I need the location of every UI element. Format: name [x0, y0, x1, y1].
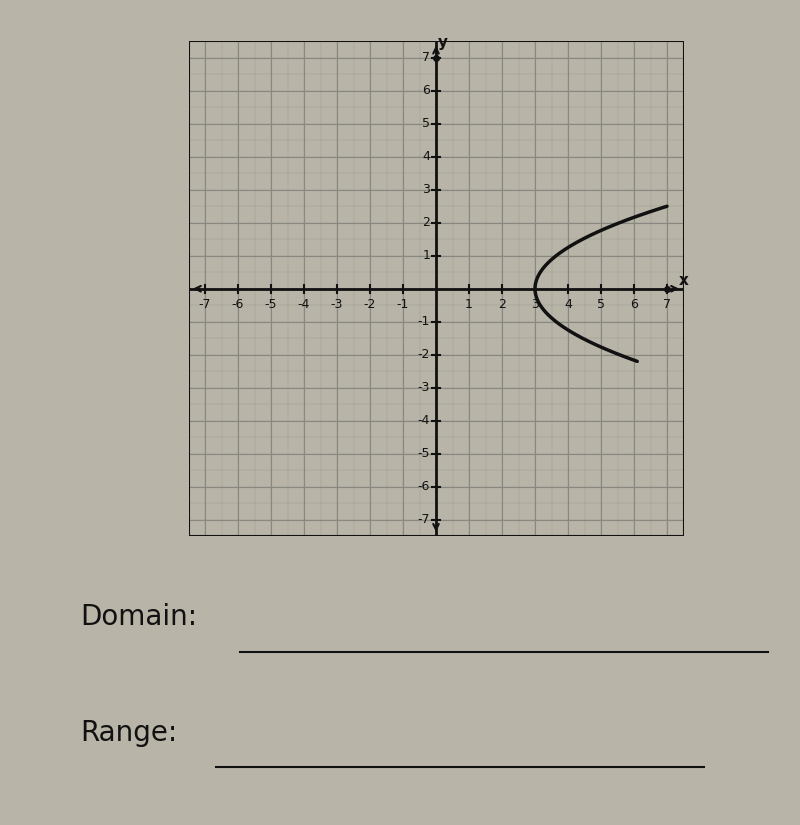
Text: Range:: Range: [80, 719, 178, 747]
Text: -1: -1 [418, 315, 430, 328]
Text: -7: -7 [418, 513, 430, 526]
Text: y: y [438, 35, 448, 50]
Text: 2: 2 [422, 216, 430, 229]
Text: -4: -4 [418, 414, 430, 427]
Text: -6: -6 [418, 480, 430, 493]
Text: 1: 1 [465, 298, 473, 311]
Text: 4: 4 [422, 150, 430, 163]
Text: -1: -1 [397, 298, 409, 311]
Text: 2: 2 [498, 298, 506, 311]
Text: Domain:: Domain: [80, 603, 197, 631]
Text: -3: -3 [331, 298, 343, 311]
Text: 7: 7 [422, 51, 430, 64]
Text: 4: 4 [564, 298, 572, 311]
Text: 5: 5 [422, 117, 430, 130]
Text: 1: 1 [422, 249, 430, 262]
Text: -6: -6 [232, 298, 244, 311]
Text: 6: 6 [422, 84, 430, 97]
Text: -2: -2 [418, 348, 430, 361]
Text: 3: 3 [531, 298, 539, 311]
Text: -5: -5 [418, 447, 430, 460]
Text: -7: -7 [198, 298, 211, 311]
Text: x: x [678, 273, 689, 288]
Text: -3: -3 [418, 381, 430, 394]
Text: 6: 6 [630, 298, 638, 311]
Text: 7: 7 [663, 298, 671, 311]
Text: -2: -2 [364, 298, 376, 311]
Text: -4: -4 [298, 298, 310, 311]
Text: 3: 3 [422, 183, 430, 196]
Text: 5: 5 [597, 298, 605, 311]
Text: -5: -5 [265, 298, 278, 311]
